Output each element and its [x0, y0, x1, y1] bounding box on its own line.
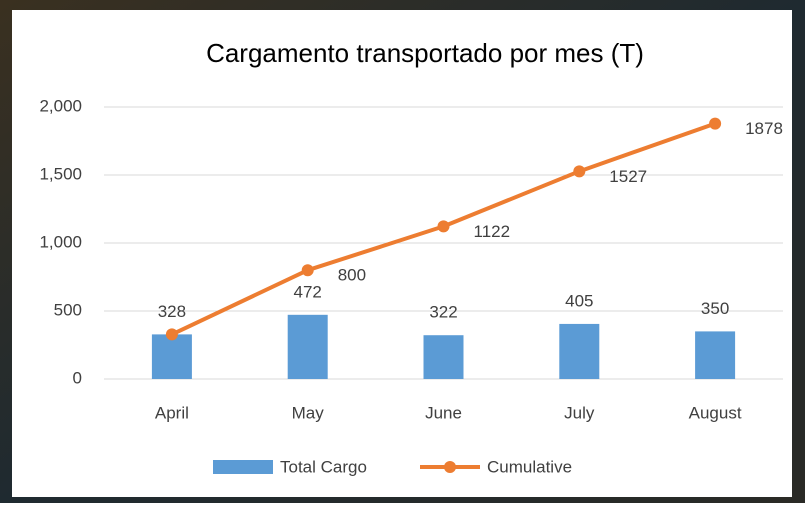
bar	[287, 314, 328, 379]
x-tick-label: August	[689, 403, 742, 422]
line-point	[437, 220, 450, 233]
y-tick-label: 2,000	[39, 96, 82, 115]
legend-swatch	[213, 460, 273, 474]
x-tick-label: May	[292, 403, 325, 422]
bar-value-label: 405	[565, 291, 593, 310]
bar-value-label: 350	[701, 299, 729, 318]
bar-value-label: 328	[158, 302, 186, 321]
bar	[423, 335, 464, 379]
x-tick-label: June	[425, 403, 462, 422]
line-value-label: 1122	[474, 222, 511, 241]
y-tick-label: 1,000	[39, 232, 82, 251]
y-tick-label: 1,500	[39, 164, 82, 183]
chart-title: Cargamento transportado por mes (T)	[206, 38, 644, 68]
bar	[695, 331, 736, 379]
bar	[559, 323, 600, 379]
x-tick-label: April	[155, 403, 189, 422]
bar-value-label: 322	[429, 303, 457, 322]
legend-label: Total Cargo	[280, 457, 367, 476]
y-tick-label: 0	[73, 368, 82, 387]
line-point	[709, 117, 722, 130]
x-tick-label: July	[564, 403, 595, 422]
line-point	[301, 264, 314, 277]
line-value-label: 800	[338, 266, 366, 285]
bar-value-label: 472	[294, 282, 322, 301]
line-value-label: 1527	[609, 167, 647, 186]
y-tick-label: 500	[54, 300, 82, 319]
bar	[151, 334, 192, 379]
line-value-label: 1878	[745, 119, 783, 138]
legend-label: Cumulative	[487, 457, 572, 476]
chart-panel	[12, 10, 792, 497]
line-point	[165, 328, 178, 341]
line-point	[573, 165, 586, 178]
legend-swatch	[444, 461, 456, 473]
